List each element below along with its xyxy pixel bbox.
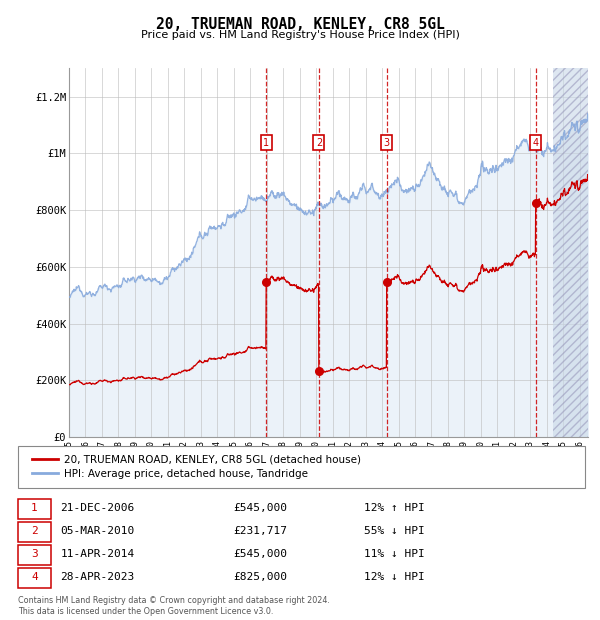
- Text: 11% ↓ HPI: 11% ↓ HPI: [364, 549, 425, 559]
- Text: Price paid vs. HM Land Registry's House Price Index (HPI): Price paid vs. HM Land Registry's House …: [140, 30, 460, 40]
- Text: £545,000: £545,000: [233, 549, 287, 559]
- Text: £545,000: £545,000: [233, 503, 287, 513]
- FancyBboxPatch shape: [18, 568, 51, 588]
- Text: 2: 2: [316, 138, 322, 148]
- Text: 05-MAR-2010: 05-MAR-2010: [61, 526, 135, 536]
- Text: 11-APR-2014: 11-APR-2014: [61, 549, 135, 559]
- Text: 20, TRUEMAN ROAD, KENLEY, CR8 5GL: 20, TRUEMAN ROAD, KENLEY, CR8 5GL: [155, 17, 445, 32]
- Text: Contains HM Land Registry data © Crown copyright and database right 2024.
This d: Contains HM Land Registry data © Crown c…: [18, 596, 330, 616]
- Text: 28-APR-2023: 28-APR-2023: [61, 572, 135, 582]
- Legend: 20, TRUEMAN ROAD, KENLEY, CR8 5GL (detached house), HPI: Average price, detached: 20, TRUEMAN ROAD, KENLEY, CR8 5GL (detac…: [29, 451, 364, 482]
- Text: 12% ↓ HPI: 12% ↓ HPI: [364, 572, 425, 582]
- Text: 55% ↓ HPI: 55% ↓ HPI: [364, 526, 425, 536]
- Text: 4: 4: [31, 572, 38, 582]
- Text: 2: 2: [31, 526, 38, 536]
- Text: 3: 3: [383, 138, 390, 148]
- FancyBboxPatch shape: [18, 446, 585, 488]
- Text: 1: 1: [263, 138, 269, 148]
- FancyBboxPatch shape: [18, 499, 51, 519]
- Text: £231,717: £231,717: [233, 526, 287, 536]
- Text: 12% ↑ HPI: 12% ↑ HPI: [364, 503, 425, 513]
- Text: 3: 3: [31, 549, 38, 559]
- Text: 4: 4: [533, 138, 539, 148]
- Text: 1: 1: [31, 503, 38, 513]
- Text: 21-DEC-2006: 21-DEC-2006: [61, 503, 135, 513]
- FancyBboxPatch shape: [18, 522, 51, 542]
- Text: £825,000: £825,000: [233, 572, 287, 582]
- FancyBboxPatch shape: [18, 545, 51, 565]
